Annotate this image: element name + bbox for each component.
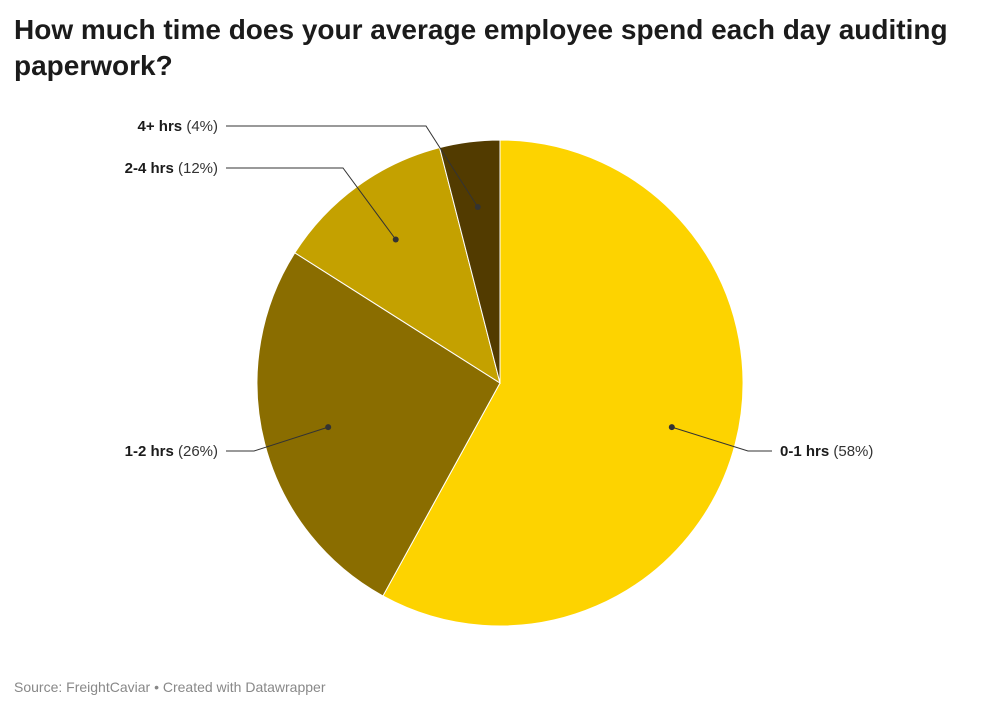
pie-slice-1-2-hrs xyxy=(256,252,501,597)
pie-labels: 0-1 hrs (58%) 1-2 hrs (26%) 2-4 hrs (12%) 4… xyxy=(125,118,874,460)
slice-label: 1-2 hrs (26%) xyxy=(125,443,218,460)
leader-dot xyxy=(392,236,399,243)
leader-dot xyxy=(668,424,675,431)
leader-line xyxy=(226,125,479,208)
slice-label: 4+ hrs (4%) xyxy=(138,118,218,135)
leader-line xyxy=(226,167,397,240)
slice-label: 2-4 hrs (12%) xyxy=(125,160,218,177)
leader-dot xyxy=(474,204,481,211)
slice-label-value: (26%) xyxy=(174,443,218,460)
pie-leader-lines xyxy=(226,125,772,452)
slice-label-value: (4%) xyxy=(182,118,218,135)
chart-title: How much time does your average employee… xyxy=(14,14,948,81)
leader-line xyxy=(671,426,772,452)
slice-label: 0-1 hrs (58%) xyxy=(780,443,873,460)
slice-label-name: 0-1 hrs xyxy=(780,443,829,460)
footer-separator: • xyxy=(154,679,159,695)
slice-label-name: 4+ hrs xyxy=(138,118,183,135)
slice-label-name: 1-2 hrs xyxy=(125,443,174,460)
leader-line xyxy=(226,426,329,452)
pie-slices xyxy=(256,139,744,627)
pie-slice-0-1-hrs xyxy=(382,139,744,627)
source-text: Source: FreightCaviar xyxy=(14,679,151,695)
leader-dot xyxy=(325,424,332,431)
slice-label-value: (12%) xyxy=(174,160,218,177)
credit-text: Created with Datawrapper xyxy=(162,679,326,695)
slice-label-name: 2-4 hrs xyxy=(125,160,174,177)
slice-label-value: (58%) xyxy=(829,443,873,460)
footer: Source: FreightCaviar • Created with Dat… xyxy=(14,679,326,695)
